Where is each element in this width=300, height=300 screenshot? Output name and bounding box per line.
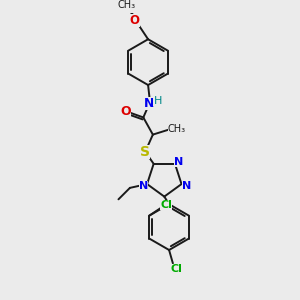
Text: N: N [139,181,148,191]
Text: CH₃: CH₃ [117,0,135,10]
Text: Cl: Cl [171,264,183,274]
Text: H: H [153,96,162,106]
Text: S: S [140,145,150,159]
Text: N: N [182,181,191,191]
Text: N: N [144,97,154,110]
Text: N: N [174,157,183,167]
Text: O: O [120,105,130,118]
Text: O: O [130,14,140,27]
Text: CH₃: CH₃ [168,124,186,134]
Text: Cl: Cl [160,200,172,210]
